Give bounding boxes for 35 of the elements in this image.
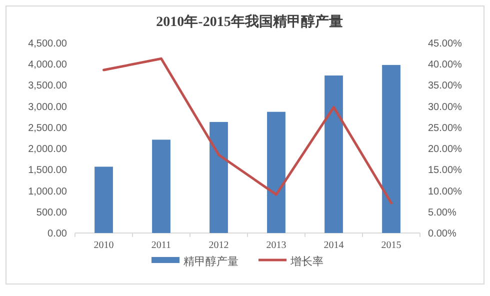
y2-tick-label: 25.00% [428, 122, 462, 134]
y-tick-label: 2,500.00 [28, 122, 68, 134]
y-tick-label: 3,500.00 [28, 80, 68, 92]
y-tick-label: 1,500.00 [28, 165, 68, 176]
y2-tick-label: 45.00% [428, 38, 462, 50]
x-tick-label: 2013 [266, 240, 286, 251]
y-tick-label: 4,000.00 [28, 60, 68, 71]
y-tick-label: 3,000.00 [28, 102, 68, 113]
y2-tick-label: 5.00% [428, 207, 456, 218]
bar [94, 166, 113, 233]
y2-tick-label: 30.00% [428, 102, 462, 113]
title: 2010年-2015年我国精甲醇产量 [156, 15, 343, 30]
x-tick-label: 2010 [94, 240, 114, 251]
y-tick-label: 1,000.00 [28, 186, 68, 198]
x-tick-label: 2012 [208, 240, 229, 251]
bar [324, 76, 343, 233]
y-tick-label: 2,000.00 [28, 144, 68, 156]
y-tick-label: 4,500.00 [28, 38, 68, 50]
y-tick-label: 500.00 [36, 207, 68, 218]
bar [210, 122, 228, 233]
y2-tick-label: 35.00% [428, 80, 462, 92]
y2-tick-label: 40.00% [428, 60, 462, 71]
legend-label: 精甲醇产量 [184, 255, 238, 268]
x-tick-label: 2014 [324, 240, 344, 251]
x-tick-label: 2011 [151, 240, 172, 251]
bar [382, 64, 400, 233]
y-tick-label: 0.00 [48, 228, 68, 240]
y2-tick-label: 0.00% [428, 228, 456, 240]
legend-label: 增长率 [290, 255, 324, 268]
y2-tick-label: 15.00% [428, 165, 462, 176]
y2-tick-label: 20.00% [428, 144, 462, 156]
x-tick-label: 2015 [381, 240, 402, 251]
y2-tick-label: 10.00% [428, 186, 462, 198]
bar [152, 140, 170, 233]
bar [267, 112, 286, 233]
